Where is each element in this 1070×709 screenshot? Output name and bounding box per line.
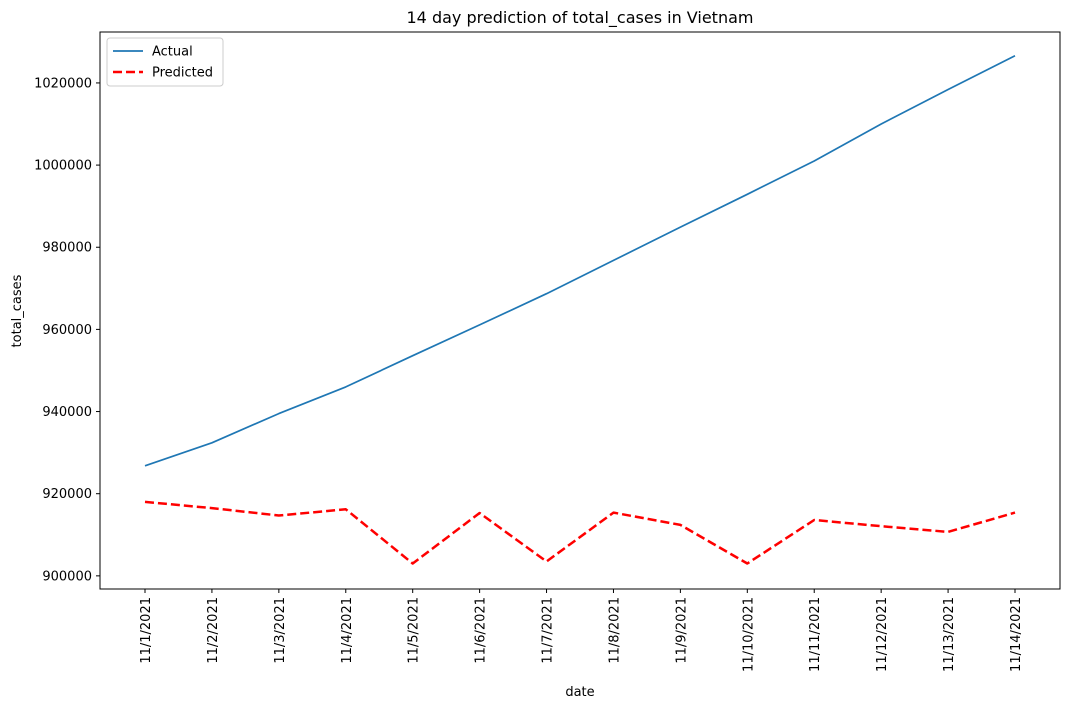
y-tick-label: 900000: [42, 569, 92, 584]
x-tick-label: 11/14/2021: [1009, 597, 1024, 672]
x-tick-label: 11/12/2021: [875, 597, 890, 672]
x-axis-title: date: [565, 685, 594, 700]
x-tick-label: 11/2/2021: [206, 597, 221, 664]
plot-area: [99, 31, 1061, 590]
x-tick-label: 11/4/2021: [340, 597, 355, 664]
y-tick-label: 1020000: [34, 76, 92, 91]
y-axis-title: total_cases: [10, 274, 25, 347]
x-tick-label: 11/3/2021: [273, 597, 288, 664]
x-tick-label: 11/7/2021: [541, 597, 556, 664]
x-axis: 11/1/2021 11/2/2021 11/3/2021 11/4/2021 11/5…: [139, 589, 1024, 672]
y-axis: 900000 920000 940000 960000 980000 1000000 102…: [34, 76, 100, 584]
x-tick-label: 11/9/2021: [674, 597, 689, 664]
x-tick-label: 11/13/2021: [942, 597, 957, 672]
chart-title: 14 day prediction of total_cases in Viet…: [407, 8, 754, 28]
legend: Actual Predicted: [106, 37, 224, 87]
legend-label-actual: Actual: [152, 45, 193, 60]
y-tick-label: 1000000: [34, 159, 92, 174]
x-tick-label: 11/1/2021: [139, 597, 154, 664]
x-tick-label: 11/10/2021: [741, 597, 756, 672]
x-tick-label: 11/6/2021: [474, 597, 489, 664]
legend-label-predicted: Predicted: [152, 66, 213, 81]
series-lines: [144, 55, 1016, 565]
y-tick-label: 980000: [42, 241, 92, 256]
y-tick-label: 960000: [42, 323, 92, 338]
x-tick-label: 11/8/2021: [607, 597, 622, 664]
x-tick-label: 11/11/2021: [808, 597, 823, 672]
y-tick-label: 920000: [42, 487, 92, 502]
series-line-actual: [144, 55, 1016, 467]
y-tick-label: 940000: [42, 405, 92, 420]
x-tick-label: 11/5/2021: [407, 597, 422, 664]
legend-box: [106, 37, 224, 87]
series-line-predicted: [144, 500, 1016, 565]
